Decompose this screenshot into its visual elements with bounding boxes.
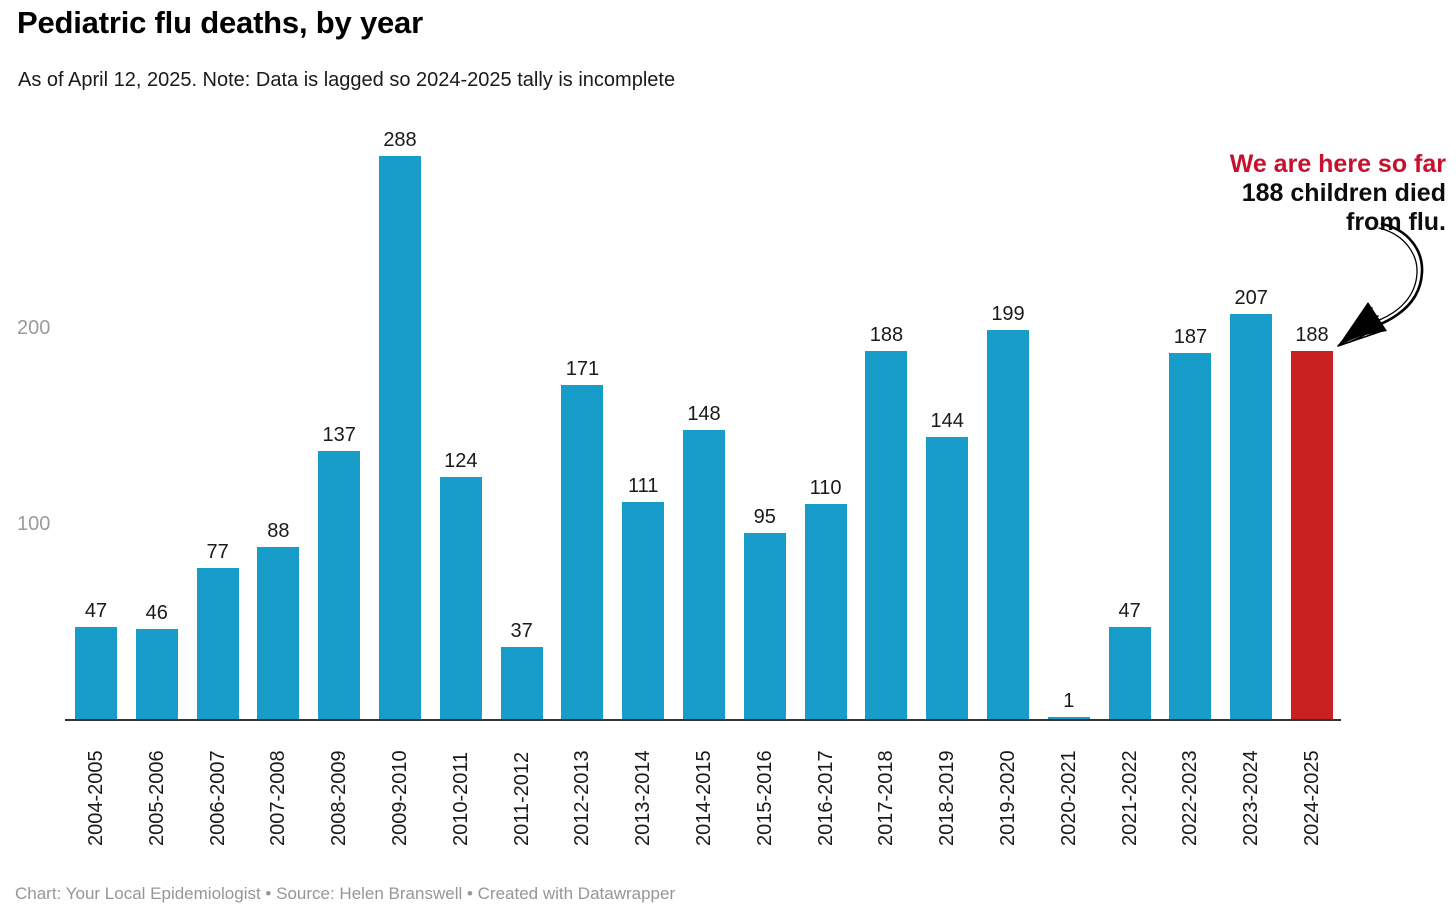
- bar-2004-2005: [75, 627, 117, 719]
- bar-2012-2013: [561, 385, 604, 719]
- x-axis-tick-label: 2010-2011: [449, 751, 472, 846]
- bar-value-label: 124: [444, 450, 478, 472]
- bar-value-label: 187: [1173, 326, 1208, 348]
- x-axis-tick-label: 2009-2010: [389, 750, 411, 846]
- x-axis-tick-label: 2004-2005: [85, 750, 107, 846]
- bar-value-label: 110: [809, 477, 842, 499]
- x-axis-tick-label: 2021-2022: [1118, 750, 1141, 846]
- x-axis-tick-label: 2015-2016: [753, 750, 776, 846]
- x-axis-tick-label: 2016-2017: [814, 750, 837, 846]
- bar-value-label: 47: [84, 600, 108, 622]
- bar-value-label: 148: [687, 403, 721, 425]
- x-axis-tick-label: 2006-2007: [206, 750, 229, 846]
- bar-2020-2021: [1047, 717, 1090, 719]
- bar-value-label: 111: [627, 475, 659, 497]
- bar-2009-2010: [379, 156, 421, 719]
- bar-2005-2006: [135, 629, 178, 719]
- annotation: We are here so far 188 children died fro…: [1230, 150, 1446, 237]
- bar-2019-2020: [987, 330, 1029, 719]
- x-axis-tick-label: 2023-2024: [1240, 750, 1263, 846]
- bar-value-label: 207: [1234, 287, 1268, 309]
- bar-value-label: 37: [510, 620, 533, 642]
- bar-value-label: 144: [930, 410, 964, 432]
- bar-value-label: 188: [869, 324, 904, 346]
- x-axis-tick-label: 2008-2009: [328, 750, 351, 846]
- bar-value-label: 47: [1118, 600, 1141, 622]
- x-axis-tick-label: 2018-2019: [936, 750, 959, 846]
- chart-subtitle: As of April 12, 2025. Note: Data is lagg…: [18, 69, 676, 91]
- bar-2006-2007: [196, 568, 239, 719]
- x-axis-tick-label: 2014-2015: [693, 750, 715, 846]
- bar-value-label: 1: [1063, 690, 1075, 712]
- bar-value-label: 171: [565, 358, 600, 380]
- bar-value-label: 199: [991, 303, 1025, 325]
- annotation-line-red: We are here so far: [1229, 150, 1446, 178]
- bar-2013-2014: [622, 502, 665, 719]
- bar-2022-2023: [1169, 353, 1212, 719]
- x-axis-tick-label: 2017-2018: [875, 750, 898, 846]
- bar-value-label: 77: [206, 541, 229, 563]
- x-axis-tick-label: 2012-2013: [571, 750, 594, 846]
- bar-2017-2018: [865, 351, 908, 719]
- annotation-line-3: from flu.: [1346, 208, 1446, 236]
- bar-2018-2019: [926, 437, 969, 719]
- x-axis-tick-label: 2024-2025: [1301, 750, 1323, 846]
- bar-value-label: 188: [1295, 324, 1329, 346]
- page-title: Pediatric flu deaths, by year: [17, 5, 423, 40]
- x-axis-line: [65, 719, 1341, 721]
- bar-2007-2008: [257, 547, 300, 719]
- bar-value-label: 46: [145, 602, 168, 624]
- x-axis-tick-label: 2019-2020: [997, 750, 1019, 846]
- y-axis-tick-label: 200: [17, 317, 51, 339]
- x-axis-tick-label: 2011-2012: [510, 751, 533, 846]
- hand-drawn-arrow-icon: [1337, 222, 1424, 347]
- bar-2015-2016: [743, 533, 786, 719]
- bar-2023-2024: [1230, 314, 1273, 719]
- y-axis-tick-label: 100: [17, 513, 51, 535]
- bar-2016-2017: [804, 504, 847, 719]
- bar-2024-2025: [1291, 351, 1333, 719]
- x-axis-tick-label: 2013-2014: [632, 750, 655, 846]
- chart-footer: Chart: Your Local Epidemiologist • Sourc…: [15, 884, 676, 903]
- bar-2014-2015: [683, 430, 725, 719]
- bar-2010-2011: [439, 477, 482, 719]
- bar-value-label: 288: [383, 129, 417, 151]
- bar-value-label: 95: [753, 506, 776, 528]
- x-axis-tick-label: 2022-2023: [1179, 750, 1202, 846]
- bar-2008-2009: [318, 451, 361, 719]
- annotation-line-2: 188 children died: [1241, 179, 1446, 207]
- bar-value-label: 137: [322, 424, 356, 446]
- x-axis-tick-label: 2020-2021: [1057, 750, 1080, 846]
- bar-2021-2022: [1108, 627, 1151, 719]
- x-axis-tick-label: 2007-2008: [267, 750, 290, 846]
- bar-2011-2012: [500, 647, 543, 719]
- x-axis-tick-label: 2005-2006: [145, 750, 168, 846]
- bar-value-label: 88: [267, 520, 290, 542]
